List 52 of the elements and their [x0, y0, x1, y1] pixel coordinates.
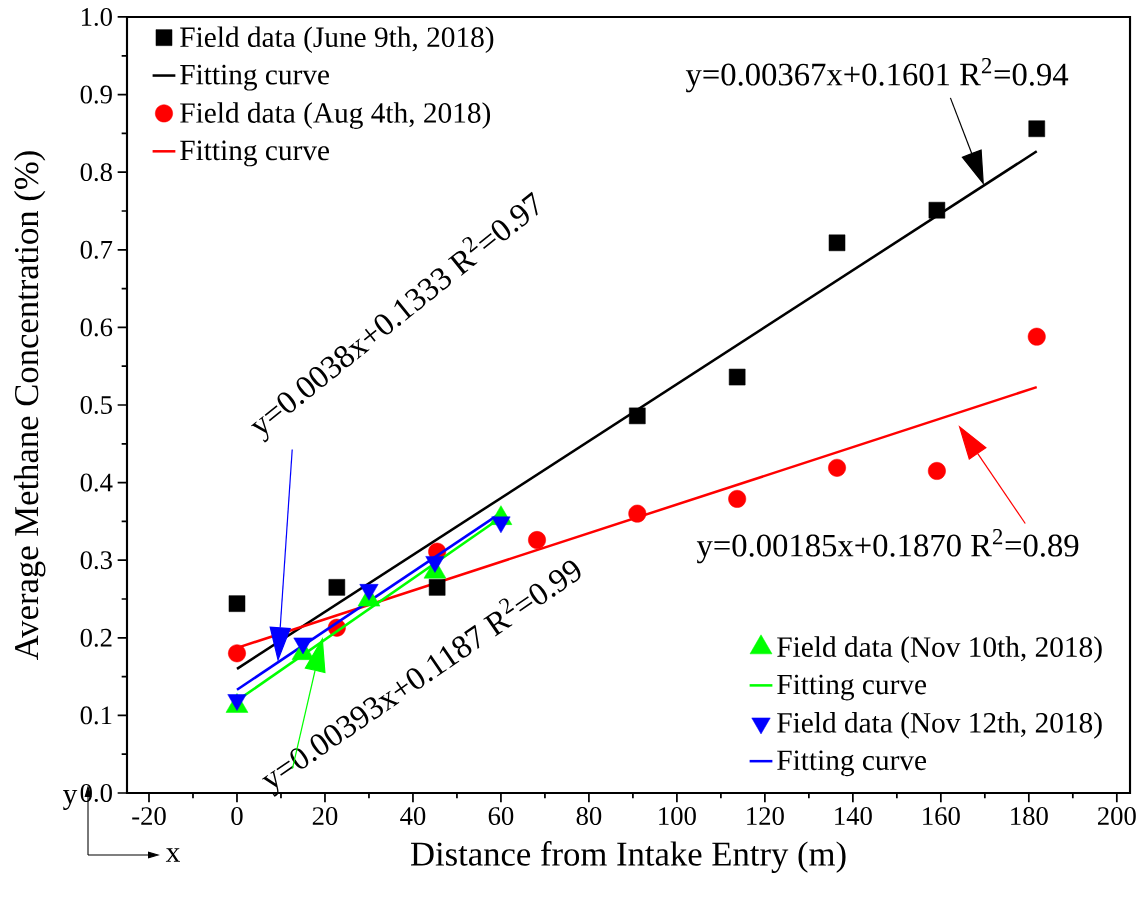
x-tick-label: 140	[835, 807, 872, 826]
point	[629, 407, 646, 425]
x-tick-label: 160	[923, 807, 960, 826]
y-tick-label: 0.1	[80, 706, 112, 725]
y-tick-label: 0.2	[80, 628, 112, 647]
legend-label: Fitting curve	[180, 64, 329, 91]
legend-label: Fitting curve	[777, 750, 927, 777]
legend-label: Field data (June 9th, 2018)	[180, 26, 494, 54]
y-tick-label: 0.5	[80, 395, 112, 415]
legend-label: Field data (Aug 4th, 2018)	[180, 102, 491, 129]
point	[728, 368, 746, 386]
text: x	[165, 848, 180, 862]
x-tick-label: 0	[231, 807, 243, 826]
point	[428, 579, 446, 596]
x-axis-title: Distance from Intake Entry (m)	[411, 841, 846, 873]
legend-label: Field data (Nov 12th, 2018)	[777, 712, 1102, 739]
text: y	[63, 790, 78, 810]
x-tick-label: 80	[576, 807, 602, 826]
y-tick-label: 0.0	[80, 783, 112, 803]
x-tick-label: 100	[659, 807, 696, 826]
legend-label: Fitting curve	[180, 140, 329, 167]
legend-label: Field data (Nov 10th, 2018)	[777, 636, 1102, 663]
y-axis-title: Average Methane Concentration (%)	[13, 151, 46, 660]
y-tick-label: 0.8	[80, 163, 112, 182]
point	[928, 201, 946, 219]
x-tick-label: 60	[488, 807, 514, 826]
x-tick-label: 120	[747, 807, 784, 826]
point	[828, 458, 846, 477]
point	[528, 531, 546, 549]
annotation: y=0.00367x+0.1601 R$^{2}$=0.94	[685, 58, 1069, 93]
point	[927, 462, 946, 480]
x-tick-label: 180	[1011, 807, 1048, 826]
y-tick-label: 0.4	[80, 473, 113, 492]
point	[1027, 327, 1046, 346]
point	[828, 234, 846, 252]
y-tick-label: 0.6	[80, 318, 113, 337]
y-tick-label: 0.7	[80, 240, 113, 259]
x-tick-label: 20	[312, 807, 338, 826]
legend-label: Fitting curve	[777, 674, 927, 701]
x-tick-label: -20	[132, 807, 166, 826]
x-tick-label: 40	[400, 807, 426, 826]
y-tick-label: 0.3	[80, 551, 112, 570]
point	[228, 644, 246, 663]
y-tick-label: 1.0	[81, 7, 112, 27]
annotation: y=0.00185x+0.1870 R$^{2}$=0.89	[696, 529, 1079, 564]
point	[1028, 120, 1046, 138]
point	[328, 579, 346, 596]
x-tick-label: 200	[1097, 807, 1136, 826]
point	[728, 489, 747, 508]
y-tick-label: 0.9	[80, 85, 112, 104]
point	[228, 595, 246, 612]
point	[628, 504, 647, 523]
